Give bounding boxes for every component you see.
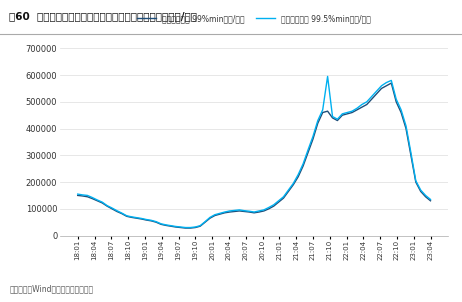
工业级碳酸锂 99%min（元/吨） [428, 199, 433, 203]
Legend: 工业级碳酸锂 99%min（元/吨）, 电池级碳酸锂 99.5%min（元/吨）: 工业级碳酸锂 99%min（元/吨）, 电池级碳酸锂 99.5%min（元/吨） [134, 11, 374, 26]
电池级碳酸锂 99.5%min（元/吨） [153, 220, 159, 223]
工业级碳酸锂 99%min（元/吨） [389, 81, 394, 85]
电池级碳酸锂 99.5%min（元/吨） [403, 124, 409, 128]
工业级碳酸锂 99%min（元/吨） [374, 92, 379, 96]
工业级碳酸锂 99%min（元/吨） [75, 194, 80, 197]
工业级碳酸锂 99%min（元/吨） [197, 224, 203, 228]
工业级碳酸锂 99%min（元/吨） [403, 127, 409, 130]
电池级碳酸锂 99.5%min（元/吨） [256, 209, 262, 213]
工业级碳酸锂 99%min（元/吨） [256, 210, 262, 214]
Text: 图60  工业级碳酸锂价格上升，电池级碳酸锂价格上升（元/吨）: 图60 工业级碳酸锂价格上升，电池级碳酸锂价格上升（元/吨） [9, 11, 197, 21]
工业级碳酸锂 99%min（元/吨） [183, 226, 188, 230]
Text: 数据来源：Wind，国泰君安证券研究: 数据来源：Wind，国泰君安证券研究 [9, 284, 93, 293]
工业级碳酸锂 99%min（元/吨） [383, 84, 389, 88]
Line: 工业级碳酸锂 99%min（元/吨）: 工业级碳酸锂 99%min（元/吨） [78, 83, 431, 228]
电池级碳酸锂 99.5%min（元/吨） [183, 226, 188, 229]
电池级碳酸锂 99.5%min（元/吨） [428, 198, 433, 201]
电池级碳酸锂 99.5%min（元/吨） [389, 79, 394, 82]
电池级碳酸锂 99.5%min（元/吨） [379, 84, 384, 88]
Line: 电池级碳酸锂 99.5%min（元/吨）: 电池级碳酸锂 99.5%min（元/吨） [78, 76, 431, 227]
电池级碳酸锂 99.5%min（元/吨） [75, 192, 80, 196]
电池级碳酸锂 99.5%min（元/吨） [325, 75, 330, 78]
工业级碳酸锂 99%min（元/吨） [153, 220, 159, 224]
电池级碳酸锂 99.5%min（元/吨） [197, 224, 203, 227]
